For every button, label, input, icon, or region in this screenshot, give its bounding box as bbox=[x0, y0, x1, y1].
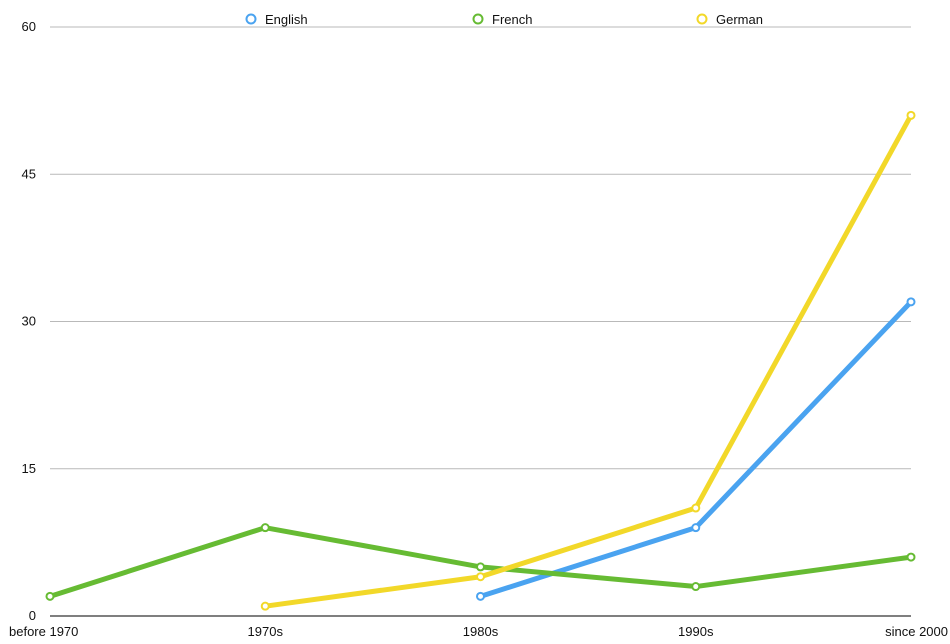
y-tick-label: 45 bbox=[22, 166, 36, 181]
y-tick-label: 0 bbox=[29, 608, 36, 623]
data-point bbox=[691, 582, 701, 592]
series-line bbox=[47, 525, 914, 599]
grid-lines bbox=[50, 26, 911, 470]
data-point bbox=[260, 523, 270, 533]
data-point bbox=[691, 523, 701, 533]
data-point bbox=[691, 503, 701, 513]
data-point bbox=[45, 591, 55, 601]
x-tick-label: since 2000 bbox=[885, 624, 948, 639]
legend-marker bbox=[696, 13, 708, 25]
legend-marker bbox=[472, 13, 484, 25]
data-point bbox=[476, 591, 485, 601]
data-point bbox=[906, 552, 916, 562]
data-point bbox=[906, 297, 916, 307]
legend: English French German bbox=[245, 12, 763, 27]
legend-item-english: English bbox=[245, 12, 308, 27]
data-point bbox=[260, 601, 270, 611]
data-point bbox=[476, 562, 485, 572]
y-tick-label: 30 bbox=[22, 314, 36, 329]
x-tick-label: before 1970 bbox=[9, 624, 78, 639]
series-german bbox=[260, 110, 916, 611]
series-line bbox=[478, 299, 914, 599]
series-lines bbox=[45, 110, 916, 611]
x-tick-label: 1980s bbox=[463, 624, 499, 639]
series-french bbox=[45, 523, 916, 601]
data-point bbox=[476, 572, 485, 582]
data-point bbox=[906, 110, 916, 120]
series-line bbox=[262, 112, 914, 609]
y-tick-label: 15 bbox=[22, 461, 36, 476]
legend-item-german: German bbox=[696, 12, 763, 27]
x-tick-label: 1990s bbox=[678, 624, 714, 639]
y-tick-label: 60 bbox=[22, 19, 36, 34]
legend-item-french: French bbox=[472, 12, 532, 27]
legend-label: French bbox=[492, 12, 532, 27]
x-tick-label: 1970s bbox=[248, 624, 284, 639]
legend-label: English bbox=[265, 12, 308, 27]
legend-label: German bbox=[716, 12, 763, 27]
legend-marker bbox=[245, 13, 257, 25]
axes: 0 15 30 45 60 before 1970 1970s 1980s 1990s since… bbox=[9, 19, 948, 639]
